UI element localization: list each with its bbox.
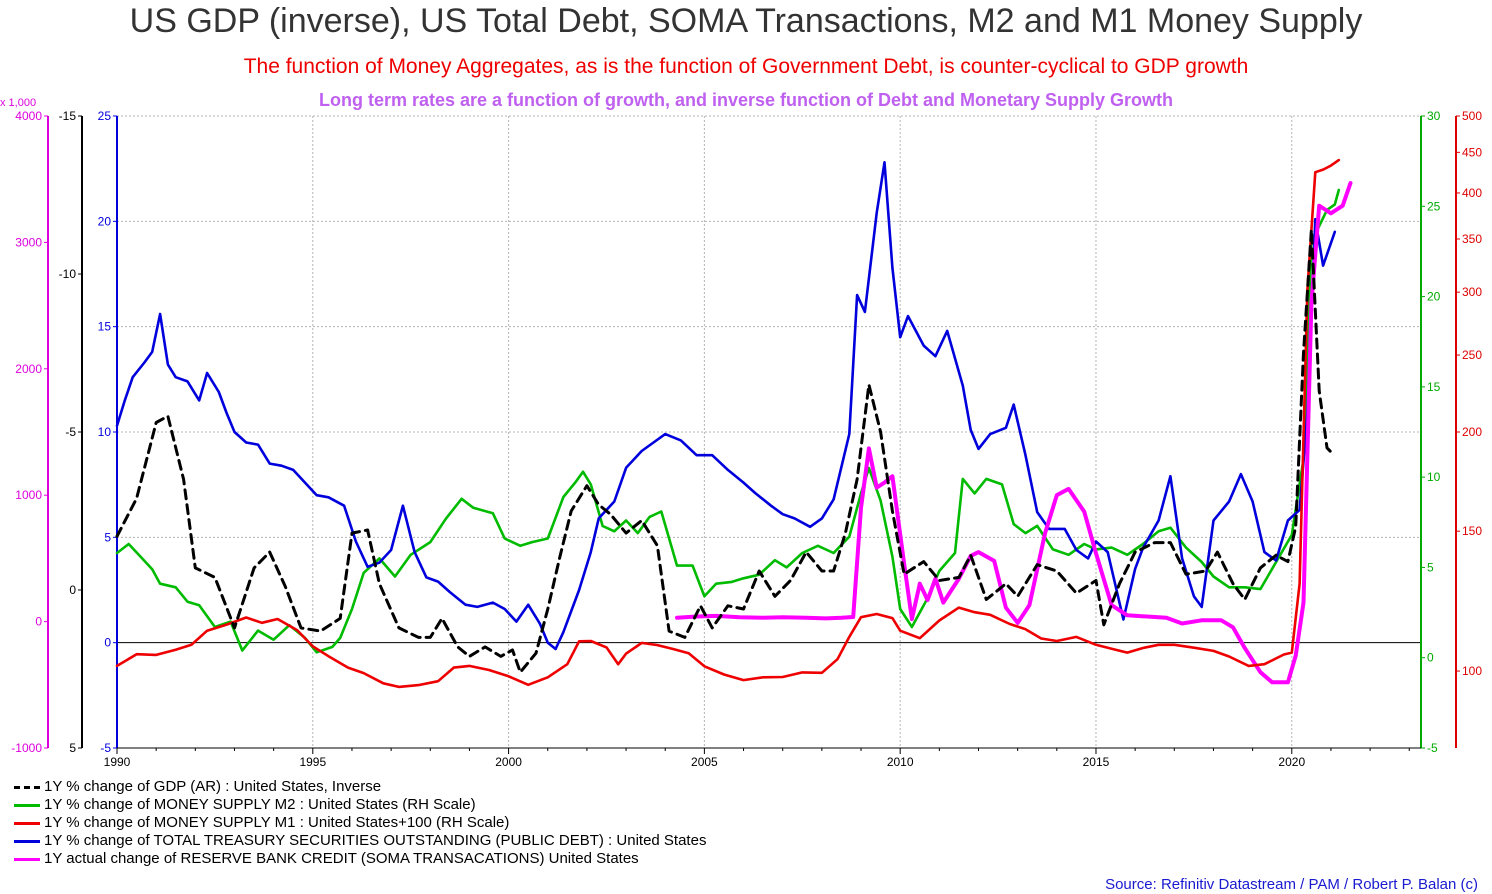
legend-swatch-m1 <box>14 821 40 825</box>
m2-tick-label: 30 <box>1427 109 1441 123</box>
x-tick-label: 2015 <box>1083 755 1110 769</box>
series-line-debt <box>115 161 1337 651</box>
debt-tick-label: 5 <box>104 530 111 544</box>
legend-item-debt: 1Y % change of TOTAL TREASURY SECURITIES… <box>14 832 706 850</box>
gdp-tick-label: -5 <box>65 425 76 439</box>
series-line-m1 <box>115 158 1341 689</box>
soma-tick-label: -1000 <box>11 741 42 755</box>
legend-label-gdp: 1Y % change of GDP (AR) : United States,… <box>44 778 382 795</box>
chart-legend: 1Y % change of GDP (AR) : United States,… <box>14 778 706 868</box>
m2-tick-label: 5 <box>1427 560 1434 574</box>
m1-tick-label: 200 <box>1462 425 1482 439</box>
chart-subtitle: The function of Money Aggregates, as is … <box>243 55 1249 78</box>
chart-title: US GDP (inverse), US Total Debt, SOMA Tr… <box>129 2 1363 40</box>
legend-label-m1: 1Y % change of MONEY SUPPLY M1 : United … <box>44 814 510 831</box>
debt-tick-label: 20 <box>98 214 112 228</box>
legend-swatch-m2 <box>14 803 40 807</box>
m2-tick-label: -5 <box>1427 741 1438 755</box>
soma-tick-label: 0 <box>35 615 42 629</box>
legend-item-soma: 1Y actual change of RESERVE BANK CREDIT … <box>14 850 706 868</box>
m1-tick-label: 500 <box>1462 109 1482 123</box>
gdp-tick-label: 5 <box>69 741 76 755</box>
m1-tick-label: 250 <box>1462 348 1482 362</box>
soma-tick-label: 4000 <box>15 109 42 123</box>
m1-tick-label: 300 <box>1462 285 1482 299</box>
legend-item-gdp: 1Y % change of GDP (AR) : United States,… <box>14 778 706 796</box>
legend-swatch-debt <box>14 839 40 843</box>
m2-tick-label: 10 <box>1427 470 1441 484</box>
m1-tick-label: 100 <box>1462 664 1482 678</box>
legend-label-soma: 1Y actual change of RESERVE BANK CREDIT … <box>44 850 639 867</box>
soma-axis-unit: x 1,000 <box>0 97 36 109</box>
debt-tick-label: 15 <box>98 320 112 334</box>
x-tick-label: 1995 <box>299 755 326 769</box>
debt-tick-label: 10 <box>98 425 112 439</box>
m1-tick-label: 450 <box>1462 145 1482 159</box>
soma-tick-label: 1000 <box>15 488 42 502</box>
source-note: Source: Refinitiv Datastream / PAM / Rob… <box>1105 876 1478 893</box>
series-line-m2 <box>115 188 1341 654</box>
soma-tick-label: 3000 <box>15 235 42 249</box>
gdp-tick-label: 0 <box>69 583 76 597</box>
m2-tick-label: 20 <box>1427 290 1441 304</box>
legend-label-m2: 1Y % change of MONEY SUPPLY M2 : United … <box>44 796 476 813</box>
legend-swatch-gdp <box>14 785 40 789</box>
legend-label-debt: 1Y % change of TOTAL TREASURY SECURITIES… <box>44 832 707 849</box>
debt-tick-label: 0 <box>104 636 111 650</box>
debt-tick-label: -5 <box>100 741 111 755</box>
x-tick-label: 1990 <box>104 755 131 769</box>
legend-item-m1: 1Y % change of MONEY SUPPLY M1 : United … <box>14 814 706 832</box>
x-tick-label: 2010 <box>887 755 914 769</box>
m2-tick-label: 15 <box>1427 380 1441 394</box>
m2-tick-label: 0 <box>1427 651 1434 665</box>
m1-tick-label: 150 <box>1462 524 1482 538</box>
x-tick-label: 2000 <box>495 755 522 769</box>
x-tick-label: 2020 <box>1278 755 1305 769</box>
m2-tick-label: 25 <box>1427 199 1441 213</box>
x-tick-label: 2005 <box>691 755 718 769</box>
m1-tick-label: 350 <box>1462 232 1482 246</box>
gdp-tick-label: -10 <box>59 267 77 281</box>
gdp-tick-label: -15 <box>59 109 77 123</box>
series-line-soma <box>675 181 1353 685</box>
soma-tick-label: 2000 <box>15 362 42 376</box>
debt-tick-label: 25 <box>98 109 112 123</box>
legend-swatch-soma <box>14 857 40 861</box>
legend-item-m2: 1Y % change of MONEY SUPPLY M2 : United … <box>14 796 706 814</box>
chart-subtitle-secondary: Long term rates are a function of growth… <box>318 90 1174 110</box>
m1-tick-label: 400 <box>1462 186 1482 200</box>
series-line-gdp <box>115 228 1335 674</box>
